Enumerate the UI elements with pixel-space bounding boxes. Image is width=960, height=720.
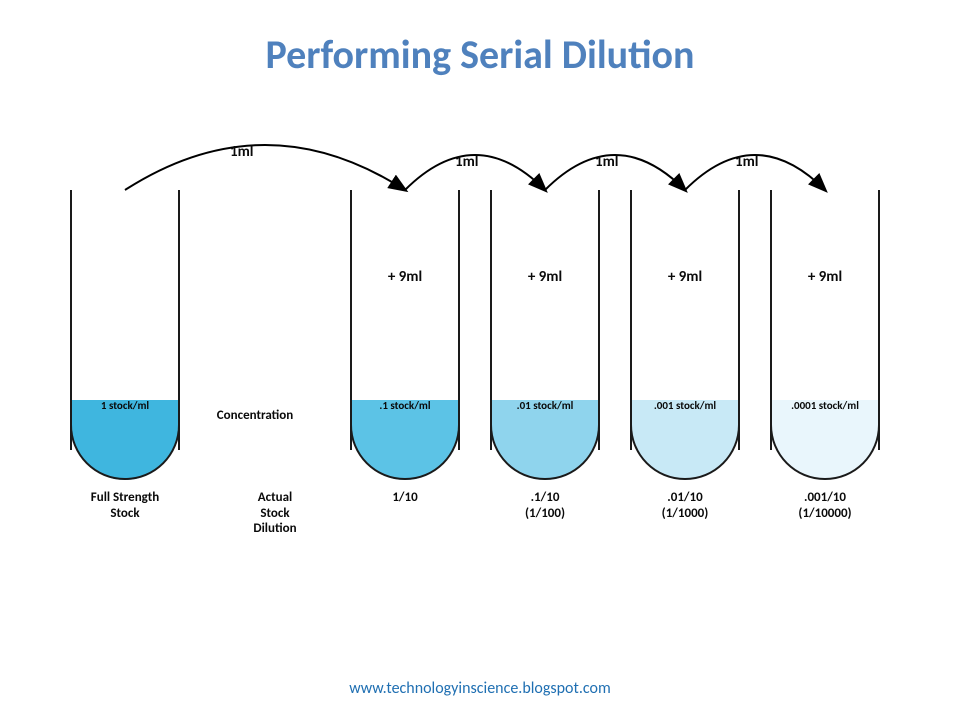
- tube-glass: .1 stock/ml + 9ml: [350, 190, 460, 450]
- transfer-volume-label: 1ml: [735, 153, 759, 171]
- concentration-text: Concentration: [217, 408, 293, 423]
- tube-liquid: [352, 400, 458, 480]
- dilution-diagram: 1ml1ml1ml1ml 1 stock/mlFull Strength Sto…: [70, 190, 890, 590]
- diluent-volume-label: + 9ml: [772, 268, 878, 286]
- stock-concentration-label: 1 stock/ml: [72, 399, 178, 412]
- tube-glass: 1 stock/ml: [70, 190, 180, 450]
- transfer-arcs: [70, 140, 890, 260]
- mid-line2: Stock: [260, 506, 289, 521]
- dilution-factor-label: .1/10 (1/100): [480, 490, 610, 523]
- dilution-factor-label: .001/10 (1/10000): [760, 490, 890, 523]
- transfer-volume-label: 1ml: [230, 143, 254, 161]
- tube-glass: .01 stock/ml + 9ml: [490, 190, 600, 450]
- transfer-volume-label: 1ml: [455, 153, 479, 171]
- test-tube: 1 stock/ml: [70, 190, 180, 450]
- test-tube: .0001 stock/ml + 9ml: [770, 190, 880, 450]
- tube-liquid: [772, 400, 878, 480]
- stock-concentration-label: .01 stock/ml: [492, 399, 598, 412]
- diluent-volume-label: + 9ml: [492, 268, 598, 286]
- actual-stock-dilution-label: Actual Stock Dilution: [220, 490, 330, 537]
- stock-concentration-label: .0001 stock/ml: [772, 399, 878, 412]
- footer-url: www.technologyinscience.blogspot.com: [0, 679, 960, 698]
- tube-glass: .0001 stock/ml + 9ml: [770, 190, 880, 450]
- page: Performing Serial Dilution 1ml1ml1ml1ml …: [0, 0, 960, 720]
- transfer-volume-label: 1ml: [595, 153, 619, 171]
- dilution-factor-label: Full Strength Stock: [60, 490, 190, 523]
- concentration-label: Concentration: [200, 408, 310, 424]
- diluent-volume-label: + 9ml: [352, 268, 458, 286]
- mid-line3: Dilution: [253, 521, 296, 536]
- test-tube: .001 stock/ml + 9ml: [630, 190, 740, 450]
- test-tube: .01 stock/ml + 9ml: [490, 190, 600, 450]
- page-title: Performing Serial Dilution: [0, 30, 960, 79]
- stock-concentration-label: .001 stock/ml: [632, 399, 738, 412]
- dilution-factor-label: .01/10 (1/1000): [620, 490, 750, 523]
- transfer-arrow: [125, 145, 405, 190]
- stock-concentration-label: .1 stock/ml: [352, 399, 458, 412]
- test-tube: .1 stock/ml + 9ml: [350, 190, 460, 450]
- tube-liquid: [632, 400, 738, 480]
- mid-line1: Actual: [258, 490, 292, 505]
- dilution-factor-label: 1/10: [340, 490, 470, 506]
- tube-liquid: [492, 400, 598, 480]
- tube-glass: .001 stock/ml + 9ml: [630, 190, 740, 450]
- tube-liquid: [72, 400, 178, 480]
- diluent-volume-label: + 9ml: [632, 268, 738, 286]
